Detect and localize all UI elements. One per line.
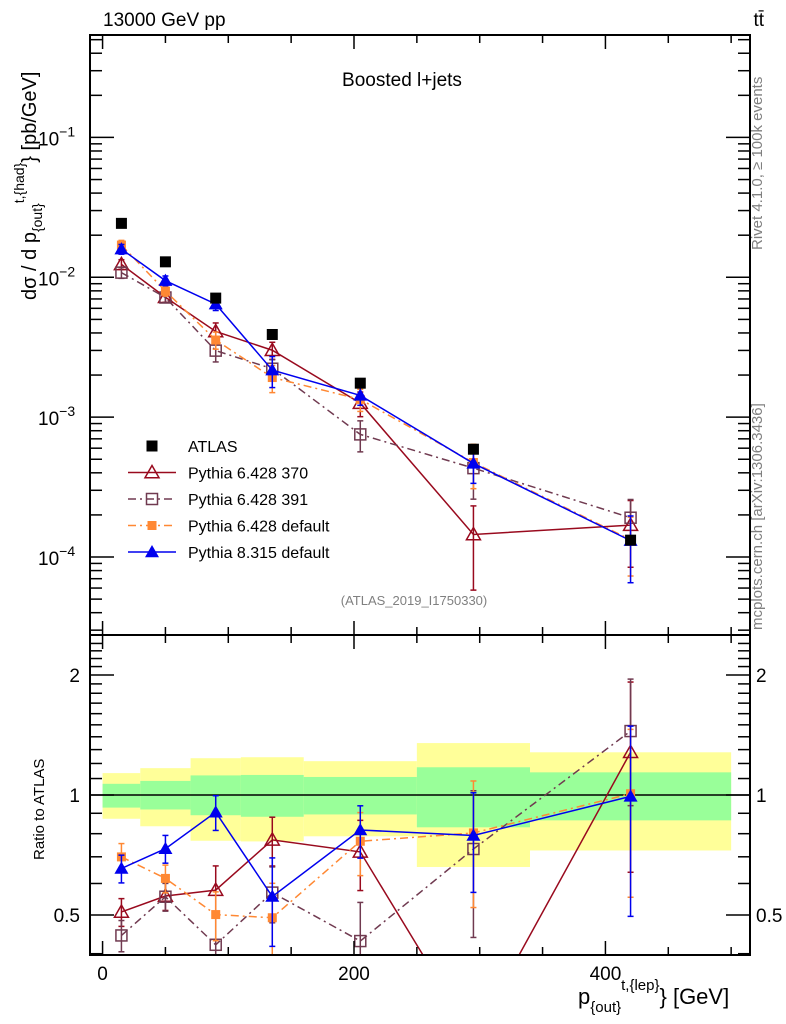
marker-triangle bbox=[208, 805, 223, 818]
legend-item: Pythia 6.428 default bbox=[128, 519, 330, 536]
marker-open-triangle bbox=[113, 903, 130, 918]
marker-triangle bbox=[265, 363, 280, 376]
marker-triangle bbox=[466, 456, 481, 469]
main-data bbox=[113, 217, 639, 591]
legend-label: Pythia 6.428 default bbox=[188, 519, 330, 536]
y-tick-label: 10−4 bbox=[38, 543, 75, 570]
legend-label: ATLAS bbox=[188, 439, 238, 456]
marker-square bbox=[467, 443, 479, 455]
marker-triangle bbox=[158, 841, 173, 854]
ratio-data bbox=[90, 678, 750, 955]
y-axis-label: dσ / d p{out}t,{had}} [pb/GeV] bbox=[11, 72, 45, 300]
legend-label: Pythia 6.428 370 bbox=[188, 466, 308, 483]
y-tick-label: 10−2 bbox=[38, 263, 75, 290]
x-axis-label: p{out}t,{lep}} [GeV] bbox=[578, 977, 729, 1016]
marker-square bbox=[211, 335, 221, 345]
frames: 0 200 400 10−1 10−2 10−3 10−4 2 2 1 1 0.5 0.5 bbox=[38, 34, 782, 985]
marker-open-square bbox=[115, 266, 128, 279]
marker-square bbox=[354, 377, 366, 389]
ratio-y-tick-label: 0.5 bbox=[756, 906, 782, 927]
marker-square bbox=[160, 873, 170, 883]
marker-open-square bbox=[115, 929, 128, 942]
marker-square bbox=[211, 910, 221, 920]
legend-item: Pythia 8.315 default bbox=[128, 545, 330, 562]
marker-open-triangle bbox=[143, 463, 161, 479]
ratio-y-tick-label: 2 bbox=[69, 666, 80, 687]
ratio-line bbox=[518, 751, 632, 955]
marker-triangle bbox=[265, 889, 280, 902]
marker-open-triangle bbox=[263, 831, 281, 846]
legend-label: Pythia 6.428 391 bbox=[188, 492, 308, 509]
x-tick-label: 200 bbox=[338, 964, 370, 985]
rivet-version: Rivet 4.1.0, ≥ 100k events bbox=[749, 77, 766, 250]
ratio-series-4 bbox=[114, 725, 638, 948]
marker-triangle bbox=[145, 545, 159, 558]
main-plot: ATLAS Pythia 6.428 370 Pythia 6.428 391 Pyt… bbox=[113, 217, 639, 591]
legend-item: ATLAS bbox=[146, 439, 238, 456]
ratio-y-tick-label: 1 bbox=[69, 786, 80, 807]
process-label: tt̄ bbox=[753, 10, 764, 31]
legend-label: Pythia 8.315 default bbox=[188, 545, 330, 562]
marker-triangle bbox=[353, 823, 368, 836]
marker-open-triangle bbox=[465, 525, 482, 541]
marker-square bbox=[147, 521, 157, 530]
marker-square bbox=[625, 534, 637, 546]
analysis-id: (ATLAS_2019_I1750330) bbox=[341, 593, 487, 608]
band-inner bbox=[240, 774, 304, 817]
legend-item: Pythia 6.428 391 bbox=[128, 492, 308, 509]
ratio-axis-label: Ratio to ATLAS bbox=[31, 759, 48, 860]
series-1 bbox=[113, 255, 639, 591]
marker-triangle bbox=[114, 861, 129, 874]
ratio-line bbox=[121, 839, 424, 955]
marker-square bbox=[266, 328, 278, 340]
marker-square bbox=[210, 292, 222, 304]
marker-triangle bbox=[114, 242, 129, 255]
marker-open-square bbox=[145, 492, 159, 506]
x-tick-label: 400 bbox=[590, 964, 622, 985]
y-tick-label: 10−1 bbox=[38, 123, 75, 150]
marker-square bbox=[146, 440, 158, 452]
marker-square bbox=[160, 286, 170, 296]
marker-triangle bbox=[158, 273, 173, 286]
y-tick-label: 10−3 bbox=[38, 403, 75, 430]
marker-triangle bbox=[466, 828, 481, 841]
series-4 bbox=[114, 242, 638, 584]
energy-label: 13000 GeV pp bbox=[103, 10, 226, 31]
series-0 bbox=[115, 217, 637, 546]
marker-triangle bbox=[353, 388, 368, 401]
marker-square bbox=[159, 256, 171, 268]
marker-open-triangle bbox=[263, 341, 281, 357]
ratio-y-tick-label: 2 bbox=[756, 666, 767, 687]
marker-square bbox=[115, 217, 127, 229]
ratio-y-tick-label: 1 bbox=[756, 786, 767, 807]
marker-open-square bbox=[354, 428, 367, 441]
legend-item: Pythia 6.428 370 bbox=[128, 463, 308, 483]
mcplots-ref: mcplots.cern.ch [arXiv:1306.3436] bbox=[749, 403, 766, 630]
ratio-y-tick-label: 0.5 bbox=[54, 906, 80, 927]
marker-triangle bbox=[623, 789, 638, 802]
x-tick-label: 0 bbox=[97, 964, 108, 985]
chart-title: Boosted l+jets bbox=[342, 70, 462, 91]
ratio-plot bbox=[90, 678, 750, 955]
marker-open-square bbox=[354, 934, 367, 948]
